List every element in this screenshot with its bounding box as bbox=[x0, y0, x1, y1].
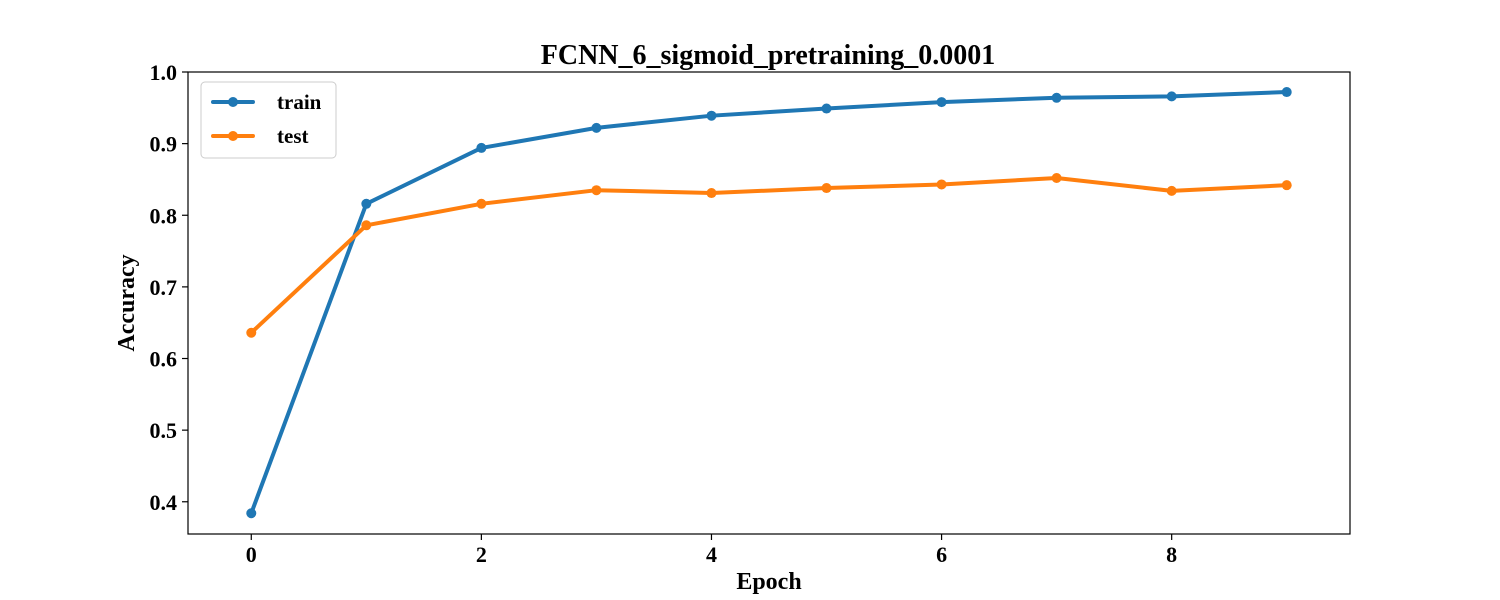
data-point-train bbox=[1051, 92, 1062, 103]
data-point-test bbox=[246, 327, 257, 338]
data-point-test bbox=[821, 183, 832, 194]
data-point-test bbox=[936, 179, 947, 190]
y-tick-label: 0.9 bbox=[150, 132, 178, 157]
y-tick-label: 0.7 bbox=[150, 275, 178, 300]
data-point-train bbox=[936, 97, 947, 108]
data-point-train bbox=[361, 198, 372, 209]
y-tick-label: 0.6 bbox=[150, 347, 178, 372]
series-line-test bbox=[249, 176, 1289, 335]
plot-area: 0 2 4 6 8 0.4 0.5 0.6 0.7 0.8 0.9 1.0 train test bbox=[150, 60, 1351, 567]
plot-frame bbox=[187, 71, 1351, 535]
y-tick-label: 0.8 bbox=[150, 203, 178, 228]
data-point-train bbox=[1166, 91, 1177, 102]
x-tick-label: 8 bbox=[1166, 542, 1177, 567]
data-point-test bbox=[1281, 180, 1292, 191]
y-tick-label: 0.5 bbox=[150, 418, 178, 443]
x-tick-label: 2 bbox=[476, 542, 487, 567]
x-tick-label: 6 bbox=[936, 542, 947, 567]
x-tick-label: 0 bbox=[246, 542, 257, 567]
x-axis-label: Epoch bbox=[736, 569, 801, 595]
data-point-test bbox=[361, 220, 372, 231]
data-point-train bbox=[1281, 87, 1292, 98]
data-point-test bbox=[706, 188, 717, 199]
data-point-train bbox=[246, 508, 257, 519]
data-point-test bbox=[1166, 185, 1177, 196]
data-point-test bbox=[591, 185, 602, 196]
legend-label-test: test bbox=[277, 124, 308, 148]
data-point-train bbox=[821, 103, 832, 114]
series-line-train bbox=[249, 90, 1289, 516]
data-point-test bbox=[476, 198, 487, 209]
legend-marker-test bbox=[228, 131, 238, 141]
chart-title: FCNN_6_sigmoid_pretraining_0.0001 bbox=[541, 40, 996, 71]
y-axis-label: Accuracy bbox=[114, 254, 140, 351]
y-tick-label: 1.0 bbox=[150, 60, 178, 85]
y-tick-label: 0.4 bbox=[150, 490, 178, 515]
data-point-test bbox=[1051, 173, 1062, 184]
legend-label-train: train bbox=[277, 90, 322, 114]
data-point-train bbox=[591, 122, 602, 133]
data-point-train bbox=[476, 142, 487, 153]
legend-marker-train bbox=[228, 97, 238, 107]
data-point-train bbox=[706, 110, 717, 121]
x-tick-label: 4 bbox=[706, 542, 717, 567]
